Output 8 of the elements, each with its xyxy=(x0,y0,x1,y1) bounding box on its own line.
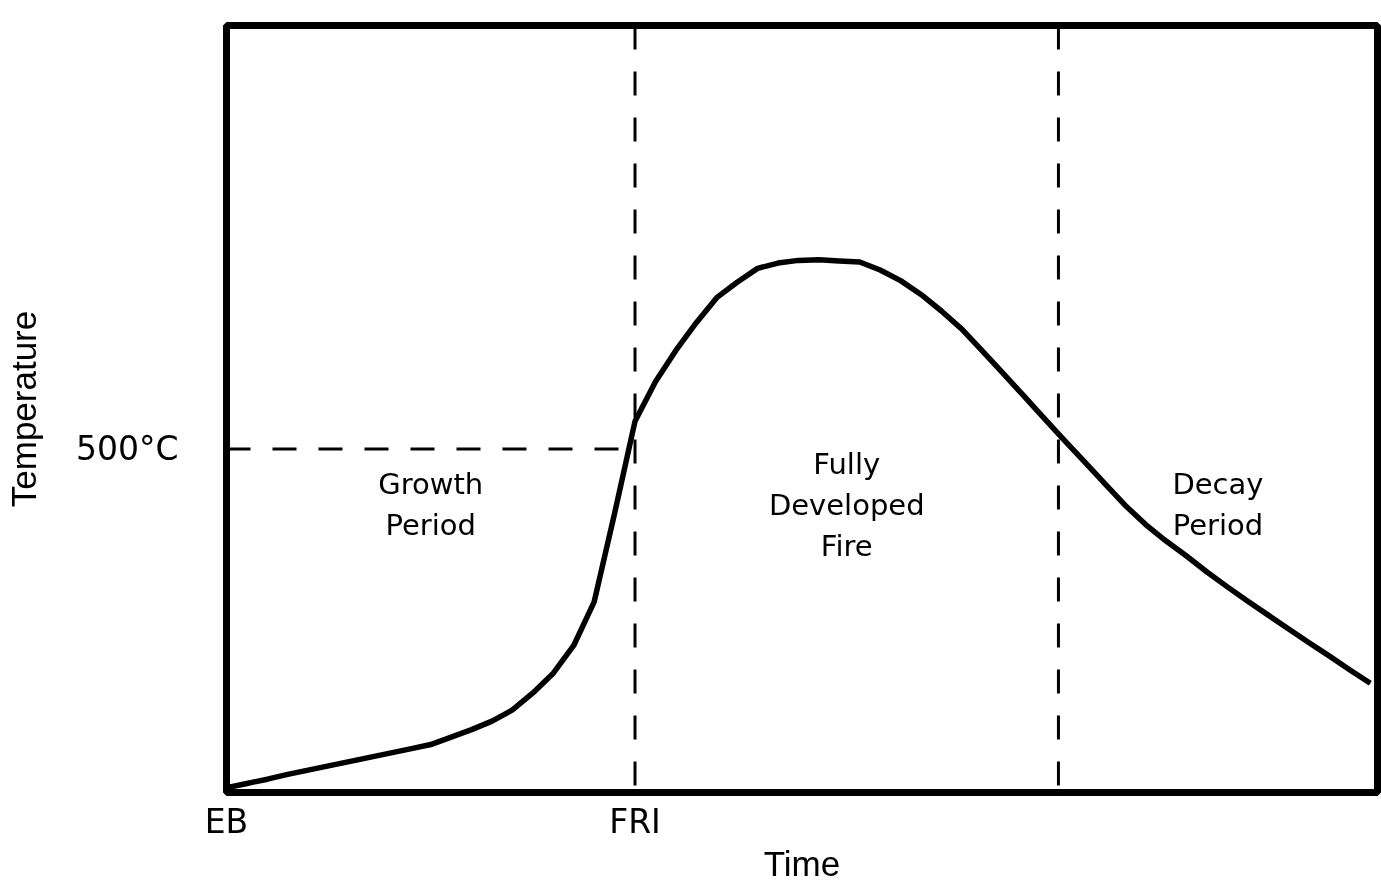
x-tick-label: FRI xyxy=(609,801,661,841)
annotation: Fully Developed Fire xyxy=(768,447,925,563)
y-axis-title: Temperature xyxy=(3,310,43,508)
annotation: Growth Period xyxy=(378,467,484,543)
annotation: 500°C xyxy=(75,429,179,469)
annotation: Decay Period xyxy=(1172,467,1264,543)
x-axis-title: Time xyxy=(763,843,841,883)
x-tick-label: EB xyxy=(204,801,249,841)
